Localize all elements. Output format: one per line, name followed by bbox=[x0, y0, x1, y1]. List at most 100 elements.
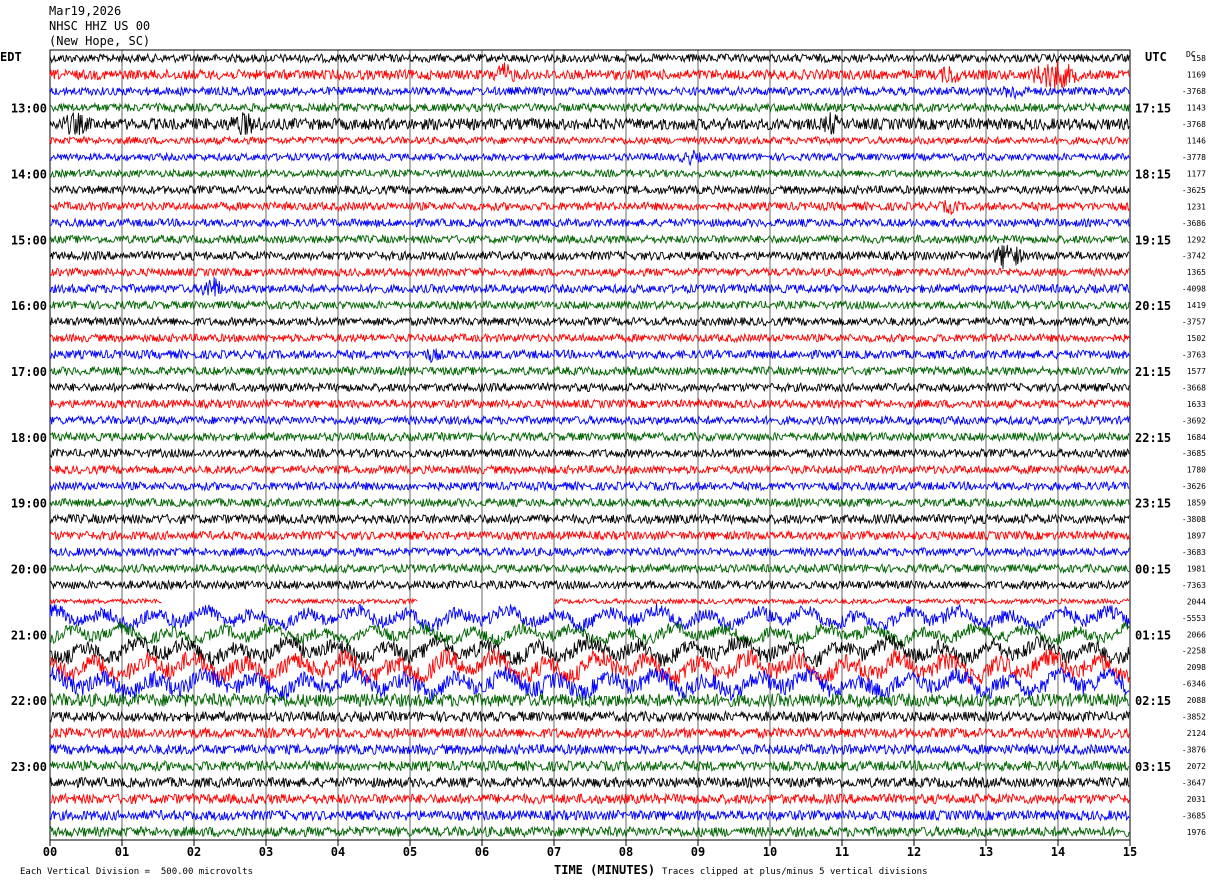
header-station: NHSC HHZ US 00 bbox=[49, 19, 151, 33]
seismic-trace bbox=[49, 463, 1130, 476]
right-time-label: 02:15 bbox=[1135, 694, 1171, 708]
seismic-trace bbox=[49, 365, 1130, 377]
dc-offset-label: 2066 bbox=[1187, 630, 1206, 639]
seismic-trace bbox=[49, 633, 1130, 668]
right-time-label: 21:15 bbox=[1135, 365, 1171, 379]
right-time-label: 22:15 bbox=[1135, 431, 1171, 445]
x-tick-label: 05 bbox=[403, 845, 417, 859]
dc-offset-label: -3625 bbox=[1182, 186, 1206, 195]
x-tick-label: 00 bbox=[43, 845, 57, 859]
x-tick-label: 04 bbox=[331, 845, 345, 859]
seismic-trace bbox=[49, 52, 1130, 64]
left-time-label: 19:00 bbox=[11, 497, 47, 511]
seismic-trace bbox=[49, 825, 1130, 839]
dc-offset-label: -3778 bbox=[1182, 153, 1206, 162]
dc-offset-label: 1577 bbox=[1187, 367, 1206, 376]
dc-offset-label: -3685 bbox=[1182, 449, 1206, 458]
dc-label: DC bbox=[1186, 50, 1196, 59]
right-time-label: 18:15 bbox=[1135, 167, 1171, 181]
dc-offset-label: -6346 bbox=[1182, 680, 1206, 689]
dc-offset-label: 1633 bbox=[1187, 400, 1206, 409]
seismic-trace bbox=[49, 112, 1130, 136]
seismic-trace bbox=[49, 277, 1130, 297]
clip-note: Traces clipped at plus/minus 5 vertical … bbox=[662, 867, 928, 877]
x-tick-label: 10 bbox=[763, 845, 777, 859]
seismic-trace bbox=[49, 101, 1130, 114]
seismic-trace bbox=[49, 562, 1130, 575]
dc-offset-label: -3763 bbox=[1182, 350, 1206, 359]
left-time-label: 17:00 bbox=[11, 365, 47, 379]
dc-offset-label: 1502 bbox=[1187, 334, 1206, 343]
left-time-label: 23:00 bbox=[11, 760, 47, 774]
dc-offset-label: -3757 bbox=[1182, 318, 1206, 327]
seismic-trace bbox=[49, 61, 1130, 91]
x-axis-title: TIME (MINUTES) bbox=[554, 863, 656, 877]
dc-offset-label: 1177 bbox=[1187, 169, 1206, 178]
seismic-trace bbox=[49, 299, 1130, 311]
dc-offset-label: -3768 bbox=[1182, 87, 1206, 96]
left-time-label: 13:00 bbox=[11, 102, 47, 116]
seismic-trace bbox=[49, 149, 1130, 167]
right-time-label: 01:15 bbox=[1135, 628, 1171, 642]
scale-note: Each Vertical Division = 500.00 microvol… bbox=[20, 867, 253, 877]
seismic-trace bbox=[49, 414, 1130, 427]
dc-offset-label: -3876 bbox=[1182, 745, 1206, 754]
left-time-label: 14:00 bbox=[11, 167, 47, 181]
seismic-trace bbox=[265, 597, 418, 606]
seismic-trace bbox=[49, 348, 1130, 364]
left-time-label: 20:00 bbox=[11, 562, 47, 576]
header-location: (New Hope, SC) bbox=[49, 34, 151, 48]
right-time-label: 20:15 bbox=[1135, 299, 1171, 313]
dc-offset-label: 158 bbox=[1192, 54, 1207, 63]
seismic-trace bbox=[49, 430, 1130, 443]
dc-offset-label: -3768 bbox=[1182, 120, 1206, 129]
dc-offset-label: 1981 bbox=[1187, 564, 1206, 573]
seismic-trace bbox=[49, 726, 1130, 740]
x-tick-label: 03 bbox=[259, 845, 273, 859]
seismic-trace bbox=[49, 266, 1130, 278]
seismic-trace bbox=[49, 85, 1130, 101]
dc-offset-label: -3686 bbox=[1182, 219, 1206, 228]
seismic-trace bbox=[49, 244, 1130, 269]
dc-offset-label: 1419 bbox=[1187, 301, 1206, 310]
left-time-label: 21:00 bbox=[11, 628, 47, 642]
x-tick-label: 08 bbox=[619, 845, 633, 859]
seismic-trace bbox=[49, 480, 1130, 492]
seismic-trace bbox=[49, 447, 1130, 459]
x-tick-label: 09 bbox=[691, 845, 705, 859]
seismic-trace bbox=[49, 742, 1130, 756]
dc-offset-label: -3852 bbox=[1182, 713, 1206, 722]
seismic-trace bbox=[49, 496, 1130, 509]
x-tick-label: 15 bbox=[1123, 845, 1137, 859]
x-tick-label: 01 bbox=[115, 845, 129, 859]
left-axis-title: EDT bbox=[0, 50, 22, 64]
dc-offset-label: 2031 bbox=[1187, 795, 1206, 804]
dc-offset-label: -5553 bbox=[1182, 614, 1206, 623]
left-time-label: 22:00 bbox=[11, 694, 47, 708]
x-tick-label: 12 bbox=[907, 845, 921, 859]
dc-offset-label: -4098 bbox=[1182, 285, 1206, 294]
seismic-trace bbox=[49, 512, 1130, 526]
x-tick-label: 11 bbox=[835, 845, 849, 859]
seismic-trace bbox=[49, 621, 1130, 648]
dc-offset-label: 2044 bbox=[1187, 597, 1206, 606]
right-time-label: 23:15 bbox=[1135, 497, 1171, 511]
dc-offset-label: -3668 bbox=[1182, 383, 1206, 392]
x-tick-label: 14 bbox=[1051, 845, 1065, 859]
dc-offset-label: -3685 bbox=[1182, 811, 1206, 820]
dc-offset-label: -3626 bbox=[1182, 482, 1206, 491]
seismic-trace bbox=[49, 709, 1130, 724]
dc-offset-label: 1897 bbox=[1187, 532, 1206, 541]
seismic-trace bbox=[49, 546, 1130, 558]
left-time-label: 16:00 bbox=[11, 299, 47, 313]
dc-offset-label: 1365 bbox=[1187, 268, 1206, 277]
dc-offset-label: 1684 bbox=[1187, 433, 1206, 442]
dc-offset-label: 1292 bbox=[1187, 235, 1206, 244]
x-tick-label: 02 bbox=[187, 845, 201, 859]
seismic-trace bbox=[49, 579, 1130, 591]
seismic-trace bbox=[49, 529, 1130, 542]
dc-offset-label: 2124 bbox=[1187, 729, 1206, 738]
right-time-label: 19:15 bbox=[1135, 233, 1171, 247]
dc-offset-label: 1976 bbox=[1187, 828, 1206, 837]
